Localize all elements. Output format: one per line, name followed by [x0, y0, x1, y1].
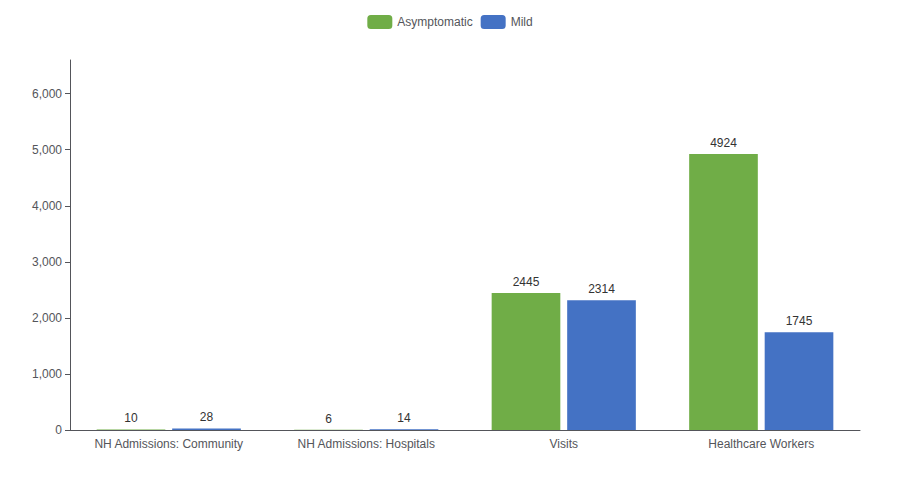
svg-text:4924: 4924	[710, 136, 737, 150]
svg-text:Mild: Mild	[511, 15, 533, 29]
svg-text:10: 10	[124, 411, 138, 425]
svg-text:2445: 2445	[513, 275, 540, 289]
svg-text:28: 28	[200, 410, 214, 424]
svg-text:2,000: 2,000	[32, 311, 62, 325]
svg-text:6: 6	[325, 412, 332, 426]
svg-text:Healthcare Workers: Healthcare Workers	[708, 437, 814, 451]
svg-text:NH Admissions: Community: NH Admissions: Community	[94, 437, 243, 451]
svg-text:0: 0	[55, 423, 62, 437]
svg-text:Asymptomatic: Asymptomatic	[397, 15, 472, 29]
svg-text:1,000: 1,000	[32, 367, 62, 381]
svg-text:2314: 2314	[588, 282, 615, 296]
svg-text:NH Admissions: Hospitals: NH Admissions: Hospitals	[298, 437, 435, 451]
svg-text:3,000: 3,000	[32, 255, 62, 269]
svg-text:Visits: Visits	[550, 437, 578, 451]
svg-text:6,000: 6,000	[32, 87, 62, 101]
svg-text:14: 14	[397, 411, 411, 425]
svg-text:1745: 1745	[786, 314, 813, 328]
svg-text:4,000: 4,000	[32, 199, 62, 213]
svg-text:5,000: 5,000	[32, 143, 62, 157]
